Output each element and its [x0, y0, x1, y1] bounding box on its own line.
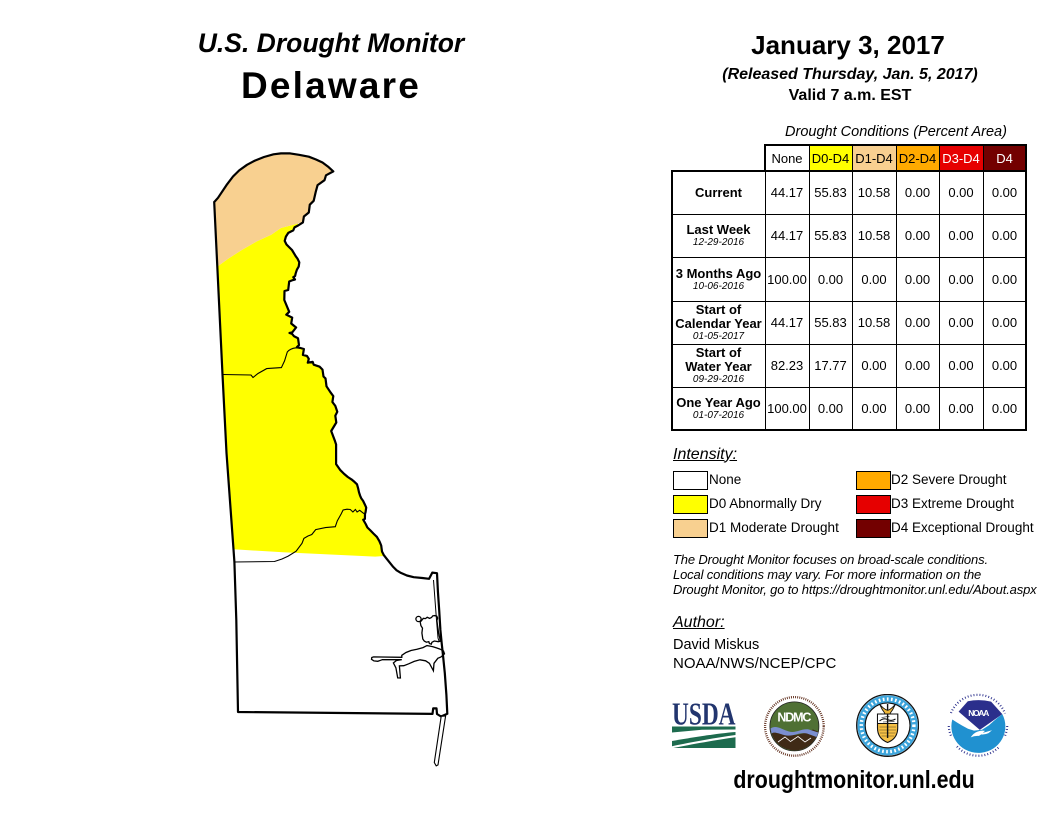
svg-text:NDMC: NDMC: [777, 711, 811, 725]
svg-text:USDA: USDA: [672, 701, 736, 732]
svg-text:NOAA: NOAA: [968, 708, 989, 718]
